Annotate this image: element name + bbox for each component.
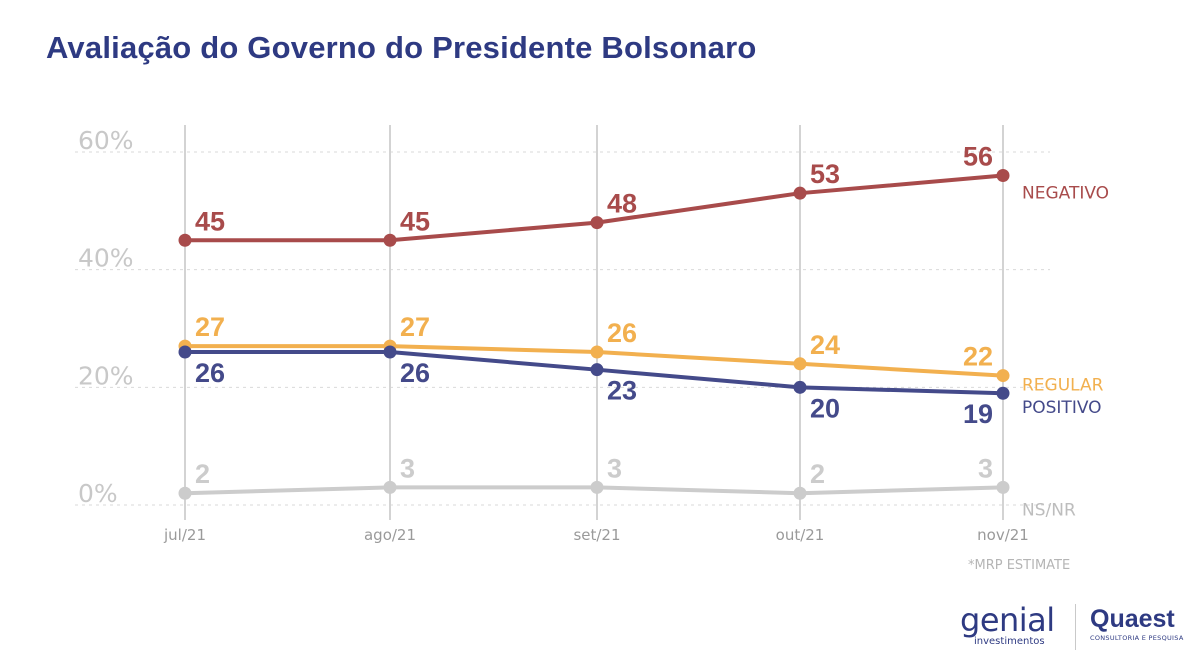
data-label: 27 xyxy=(195,312,225,342)
data-point xyxy=(590,480,604,494)
series-line xyxy=(185,173,1004,243)
data-label: 2 xyxy=(195,459,210,489)
data-point xyxy=(383,345,397,359)
y-tick-label: 0% xyxy=(78,479,118,508)
data-label: 48 xyxy=(607,189,637,219)
data-label: 3 xyxy=(978,453,993,483)
series-nsnr: 2 3 3 2 3 NS/NR xyxy=(178,453,1076,520)
data-label: 27 xyxy=(400,312,430,342)
genial-logo: genial investimentos xyxy=(960,604,1060,652)
y-axis-ticks: 0% 20% 40% 60% xyxy=(78,126,134,508)
data-point xyxy=(383,480,397,494)
y-tick-label: 60% xyxy=(78,126,134,155)
data-point xyxy=(793,357,807,371)
data-label: 23 xyxy=(607,376,637,406)
x-tick-label: out/21 xyxy=(776,526,825,544)
x-tick-label: nov/21 xyxy=(977,526,1029,544)
data-label: 22 xyxy=(963,342,993,372)
series-regular: 27 27 26 24 22 REGULAR xyxy=(178,312,1104,396)
grid-lines xyxy=(75,151,1050,506)
series-label: NS/NR xyxy=(1022,500,1076,520)
quaest-logo-subtext: CONSULTORIA E PESQUISA xyxy=(1090,634,1184,642)
genial-logo-text: genial xyxy=(960,601,1055,639)
series-label: NEGATIVO xyxy=(1022,184,1109,204)
x-tick-label: ago/21 xyxy=(364,526,416,544)
data-point xyxy=(590,345,604,359)
data-point xyxy=(178,345,192,359)
data-point xyxy=(383,233,397,247)
data-point xyxy=(793,486,807,500)
data-point xyxy=(996,480,1010,494)
quaest-logo: Quaest CONSULTORIA E PESQUISA xyxy=(1090,604,1190,652)
data-label: 26 xyxy=(195,358,225,388)
footnote: *MRP ESTIMATE xyxy=(968,558,1071,573)
quaest-logo-text: Quaest xyxy=(1090,605,1175,633)
genial-logo-subtext: investimentos xyxy=(974,636,1045,647)
chart-title: Avaliação do Governo do Presidente Bolso… xyxy=(46,30,757,65)
data-point xyxy=(996,386,1010,400)
data-point xyxy=(996,369,1010,383)
data-point xyxy=(590,363,604,377)
data-label: 26 xyxy=(400,358,430,388)
series-positivo: 26 26 23 20 19 POSITIVO xyxy=(178,345,1102,429)
series-label: REGULAR xyxy=(1022,376,1104,396)
y-tick-label: 20% xyxy=(78,361,134,390)
data-label: 45 xyxy=(400,206,430,236)
data-point xyxy=(996,169,1010,183)
logo-divider xyxy=(1075,604,1076,650)
y-tick-label: 40% xyxy=(78,244,134,273)
x-axis-ticks: jul/21 ago/21 set/21 out/21 nov/21 xyxy=(163,526,1029,544)
x-tick-label: set/21 xyxy=(573,526,620,544)
data-point xyxy=(793,380,807,394)
data-label: 2 xyxy=(810,459,825,489)
data-label: 19 xyxy=(963,399,993,429)
data-label: 26 xyxy=(607,318,637,348)
data-point xyxy=(178,486,192,500)
data-label: 45 xyxy=(195,206,225,236)
data-point xyxy=(793,186,807,200)
data-label: 53 xyxy=(810,159,840,189)
data-label: 3 xyxy=(400,453,415,483)
data-label: 24 xyxy=(810,330,840,360)
data-label: 3 xyxy=(607,453,622,483)
x-tick-label: jul/21 xyxy=(163,526,206,544)
data-label: 56 xyxy=(963,142,993,172)
data-label: 20 xyxy=(810,393,840,423)
data-point xyxy=(590,216,604,230)
series-negativo: 45 45 48 53 56 NEGATIVO xyxy=(178,142,1109,247)
data-point xyxy=(178,233,192,247)
series-label: POSITIVO xyxy=(1022,398,1102,418)
